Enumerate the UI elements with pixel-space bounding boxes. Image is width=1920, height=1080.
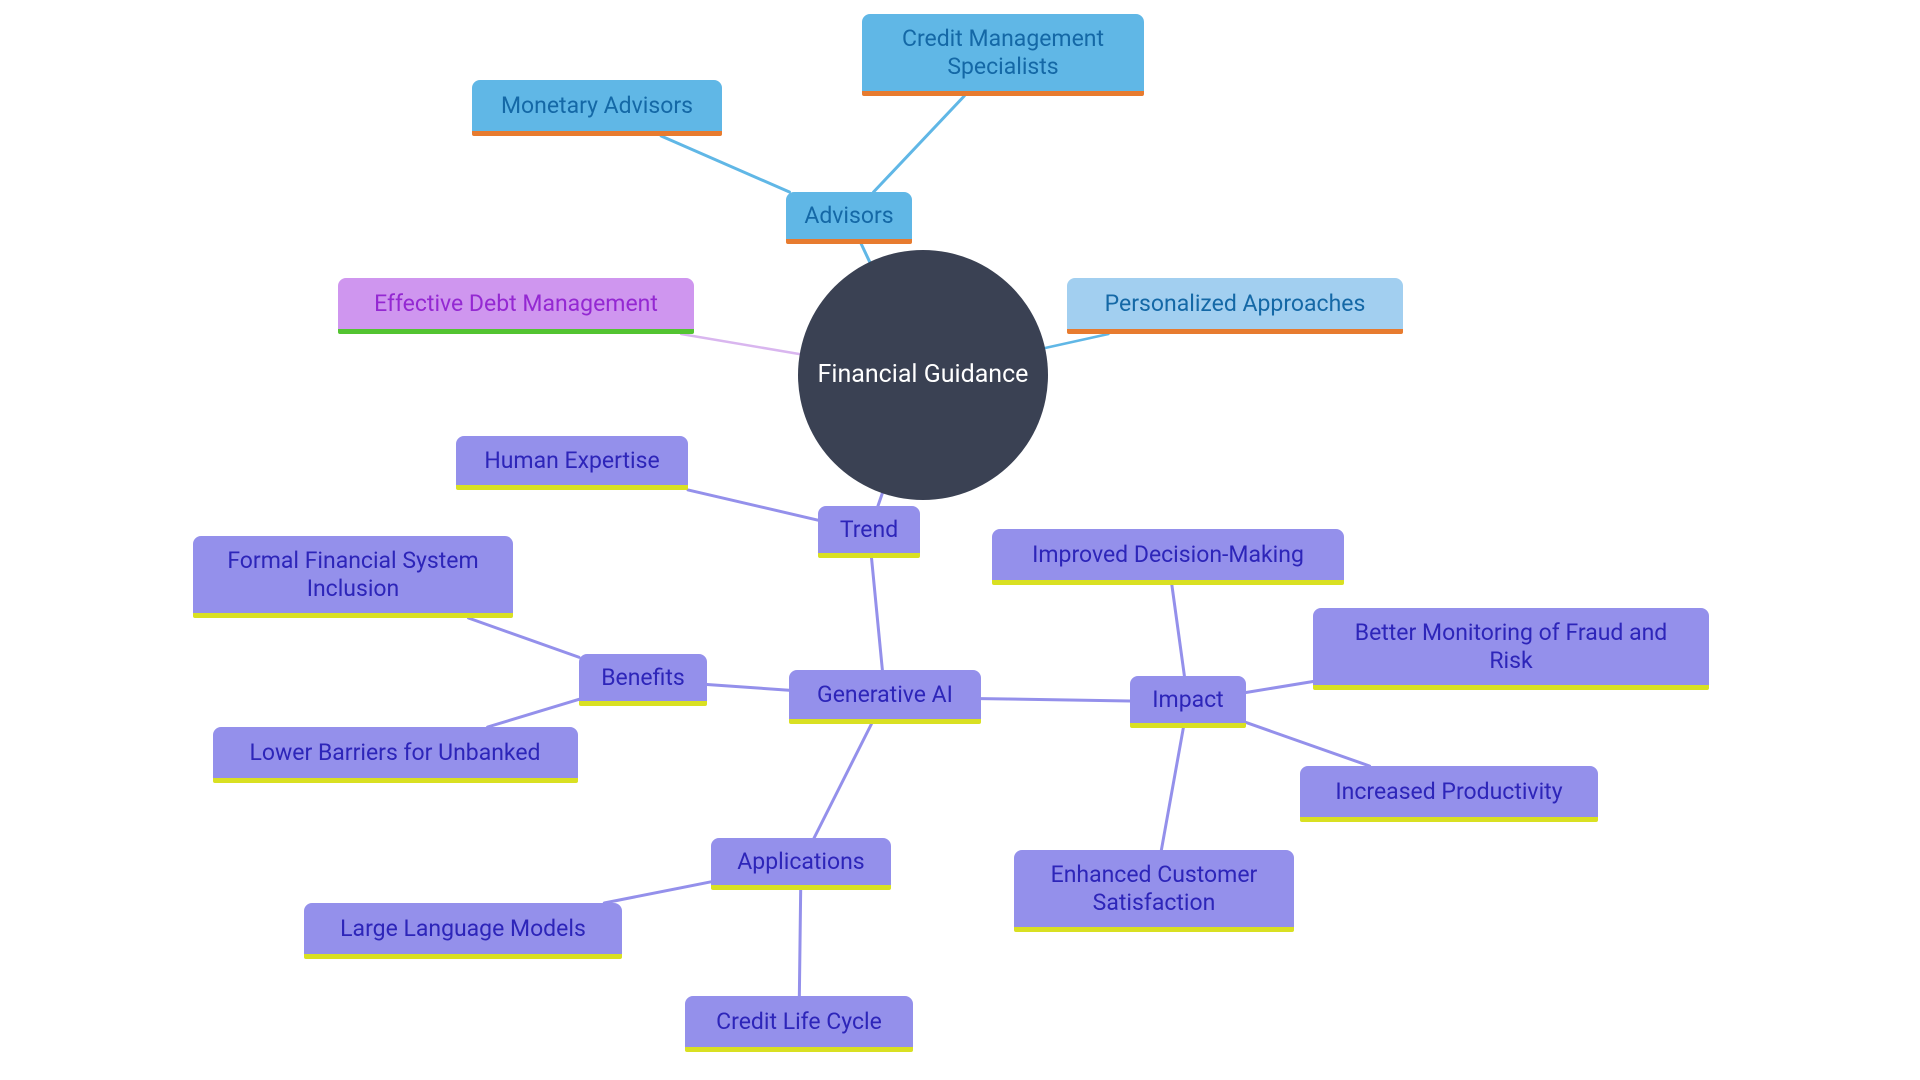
node-advisors: Advisors [786,192,912,244]
node-trend: Trend [818,506,920,558]
node-credit-mgmt-specialists: Credit Management Specialists [862,14,1144,96]
edge [661,136,789,192]
node-impact: Impact [1130,676,1246,728]
node-label: Better Monitoring of Fraud and Risk [1355,619,1668,674]
node-label: Impact [1152,686,1223,714]
edge [688,490,818,520]
node-applications: Applications [711,838,891,890]
node-label: Personalized Approaches [1105,290,1366,318]
edge [874,96,965,192]
node-personalized-approaches: Personalized Approaches [1067,278,1403,334]
edge [861,244,869,262]
edge [1246,722,1370,766]
node-benefits: Benefits [579,654,707,706]
node-label: Human Expertise [484,447,659,475]
edge [872,558,883,670]
node-label: Trend [840,516,898,544]
node-increased-productivity: Increased Productivity [1300,766,1598,822]
node-monetary-advisors: Monetary Advisors [472,80,722,136]
node-label: Formal Financial System Inclusion [227,547,478,602]
edge [1246,681,1313,692]
edge [799,890,800,996]
node-human-expertise: Human Expertise [456,436,688,490]
node-label: Advisors [804,202,893,230]
node-generative-ai: Generative AI [789,670,981,724]
node-large-language-models: Large Language Models [304,903,622,959]
node-label: Large Language Models [340,915,586,943]
node-label: Enhanced Customer Satisfaction [1051,861,1258,916]
edge [604,882,711,903]
center-node: Financial Guidance [798,250,1048,500]
node-label: Credit Life Cycle [716,1008,882,1036]
node-enhanced-customer-satisfaction: Enhanced Customer Satisfaction [1014,850,1294,932]
mindmap-canvas: Financial Guidance Advisors Monetary Advis… [0,0,1920,1080]
node-effective-debt-management: Effective Debt Management [338,278,694,334]
node-label: Monetary Advisors [501,92,693,120]
node-credit-life-cycle: Credit Life Cycle [685,996,913,1052]
edge [468,618,579,657]
node-formal-financial-system-inclusion: Formal Financial System Inclusion [193,536,513,618]
node-lower-barriers-unbanked: Lower Barriers for Unbanked [213,727,578,783]
node-better-monitoring-fraud-risk: Better Monitoring of Fraud and Risk [1313,608,1709,690]
node-label: Improved Decision-Making [1032,541,1304,569]
node-label: Applications [737,848,864,876]
node-label: Generative AI [817,681,953,709]
node-label: Credit Management Specialists [902,25,1104,80]
node-label: Lower Barriers for Unbanked [249,739,540,767]
node-label: Benefits [601,664,685,692]
edge [981,699,1130,701]
edge [1172,585,1185,676]
node-label: Financial Guidance [818,360,1029,390]
edge [1161,728,1183,850]
edge [488,699,579,727]
edge [707,684,789,690]
edge [681,334,800,354]
node-improved-decision-making: Improved Decision-Making [992,529,1344,585]
node-label: Increased Productivity [1335,778,1562,806]
edge [1045,334,1108,348]
edge [878,493,882,506]
edge [814,724,871,838]
node-label: Effective Debt Management [374,290,658,318]
